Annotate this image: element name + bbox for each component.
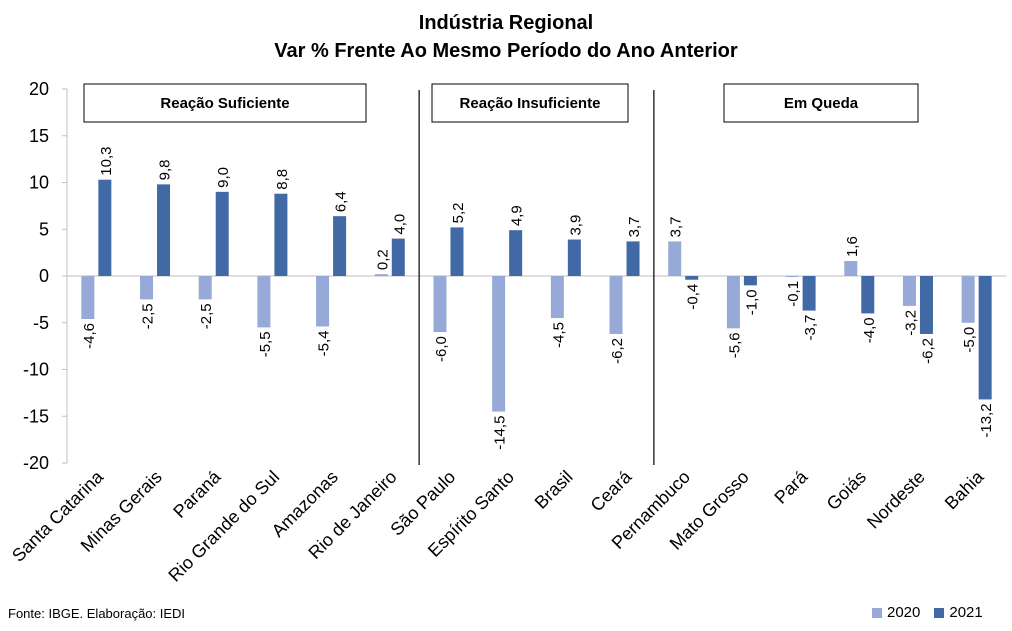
data-label: 8,8 <box>274 169 291 190</box>
bar-2020 <box>726 276 740 329</box>
x-category-label: Brasil <box>531 467 577 513</box>
data-label: -6,0 <box>433 336 450 362</box>
y-tick-label: -10 <box>23 360 49 380</box>
bar-2020 <box>609 276 623 334</box>
bar-2021 <box>157 184 171 276</box>
legend-label-2021: 2021 <box>949 604 983 621</box>
bar-2021 <box>743 276 757 286</box>
bar-2020 <box>550 276 564 319</box>
bar-2021 <box>391 238 405 276</box>
chart-title: Indústria Regional <box>418 12 594 34</box>
data-label: -13,2 <box>978 403 995 437</box>
data-label: 6,4 <box>333 191 350 212</box>
bar-2020 <box>316 276 330 327</box>
bar-2021 <box>450 227 464 276</box>
data-label: 0,2 <box>374 249 391 270</box>
x-category-label: Nordeste <box>863 467 929 533</box>
data-label: -2,5 <box>198 303 215 329</box>
group-label: Reação Insuficiente <box>460 95 601 112</box>
legend: 2020 2021 <box>872 604 983 621</box>
data-label: -3,7 <box>802 315 819 341</box>
data-label: -6,2 <box>609 338 626 364</box>
y-tick-label: -15 <box>23 406 49 426</box>
legend-swatch-2021 <box>934 607 945 618</box>
data-label: 5,2 <box>450 203 467 224</box>
bar-2020 <box>785 276 799 277</box>
data-label: 9,0 <box>215 167 232 188</box>
group-box <box>723 83 919 123</box>
data-label: 10,3 <box>98 146 115 175</box>
x-category-label: Paraná <box>169 466 225 522</box>
y-tick-label: 15 <box>29 126 49 146</box>
bar-2021 <box>919 276 933 334</box>
data-label: -0,1 <box>785 281 802 307</box>
x-category-label: Pará <box>770 466 812 508</box>
bar-2020 <box>433 276 447 333</box>
data-label: -1,0 <box>743 289 760 315</box>
data-label: -5,6 <box>726 332 743 358</box>
bar-2020 <box>902 276 916 306</box>
data-label: -4,6 <box>81 323 98 349</box>
bar-2020 <box>492 276 506 412</box>
y-tick-label: -20 <box>23 453 49 473</box>
data-label: -4,5 <box>550 322 567 348</box>
bar-2021 <box>685 276 699 280</box>
legend-swatch-2020 <box>872 607 882 618</box>
group-box <box>83 83 367 123</box>
group-label: Reação Suficiente <box>160 95 289 112</box>
data-label: -5,5 <box>257 331 274 357</box>
data-label: 9,8 <box>157 160 174 181</box>
x-category-label: Ceará <box>587 466 637 516</box>
data-label: -6,2 <box>919 338 936 364</box>
data-label: -5,0 <box>961 327 978 353</box>
data-label: 3,9 <box>567 215 584 236</box>
data-label: 3,7 <box>626 217 643 238</box>
bar-2021 <box>626 241 640 276</box>
x-category-label: Goiás <box>823 467 870 514</box>
data-label: -5,4 <box>316 330 333 356</box>
y-tick-label: -5 <box>33 313 49 333</box>
data-label: -14,5 <box>492 416 509 450</box>
bar-2021 <box>802 276 816 311</box>
bar-2020 <box>844 261 858 276</box>
chart-subtitle: Var % Frente Ao Mesmo Período do Ano Ant… <box>274 40 738 62</box>
bar-2020 <box>668 241 682 276</box>
group-box <box>431 83 629 123</box>
y-tick-label: 0 <box>39 266 49 286</box>
source-note: Fonte: IBGE. Elaboração: IEDI <box>8 606 186 621</box>
bar-2021 <box>215 191 229 276</box>
x-category-label: Bahia <box>941 466 988 513</box>
data-label: -3,2 <box>902 310 919 336</box>
data-label: 1,6 <box>844 236 861 257</box>
bar-2020 <box>140 276 154 300</box>
y-tick-label: 20 <box>29 79 49 99</box>
bar-2020 <box>81 276 95 320</box>
data-label: 3,7 <box>668 217 685 238</box>
data-label: 4,9 <box>509 205 526 226</box>
bar-2020 <box>374 274 388 276</box>
bar-2021 <box>98 179 112 276</box>
x-category-label: Rio Grande do Sul <box>164 467 283 586</box>
legend-label-2020: 2020 <box>887 604 921 621</box>
bar-2021 <box>274 193 288 276</box>
data-label: -4,0 <box>861 317 878 343</box>
bar-2021 <box>978 276 992 400</box>
bar-2021 <box>333 216 347 276</box>
data-label: 4,0 <box>391 214 408 235</box>
bar-2021 <box>567 239 581 276</box>
bar-2020 <box>257 276 271 328</box>
data-label: -0,4 <box>685 284 702 310</box>
group-label: Em Queda <box>784 95 859 112</box>
bar-2020 <box>198 276 212 300</box>
bar-2020 <box>961 276 975 323</box>
data-label: -2,5 <box>140 303 157 329</box>
bar-2021 <box>509 230 523 276</box>
bar-2021 <box>861 276 875 314</box>
y-tick-label: 10 <box>29 173 49 193</box>
y-tick-label: 5 <box>39 219 49 239</box>
